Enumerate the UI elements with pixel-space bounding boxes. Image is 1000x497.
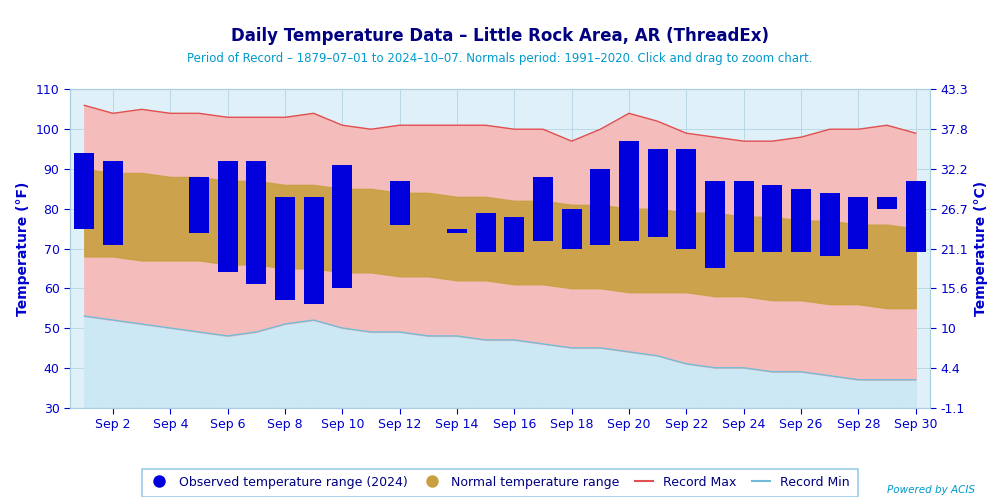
Bar	[275, 197, 295, 300]
Bar	[476, 213, 496, 252]
Y-axis label: Temperature (°C): Temperature (°C)	[974, 181, 988, 316]
Text: Daily Temperature Data – Little Rock Area, AR (ThreadEx): Daily Temperature Data – Little Rock Are…	[231, 27, 769, 45]
Bar	[189, 177, 209, 233]
Bar	[218, 161, 238, 272]
Bar	[590, 169, 610, 245]
Bar	[791, 189, 811, 252]
Bar	[562, 209, 582, 248]
Legend: Observed temperature range (2024), Normal temperature range, Record Max, Record : Observed temperature range (2024), Norma…	[142, 469, 858, 497]
Bar	[533, 177, 553, 241]
Bar	[820, 193, 840, 256]
Bar	[74, 153, 94, 229]
Bar	[762, 185, 782, 252]
Bar	[676, 149, 696, 248]
Bar	[304, 197, 324, 304]
Text: Powered by ACIS: Powered by ACIS	[887, 485, 975, 495]
Bar	[734, 181, 754, 252]
Bar	[103, 161, 123, 245]
Bar	[619, 141, 639, 241]
Bar	[848, 197, 868, 248]
Bar	[648, 149, 668, 237]
Bar	[390, 181, 410, 225]
Y-axis label: Temperature (°F): Temperature (°F)	[16, 181, 30, 316]
Bar	[447, 229, 467, 233]
Bar	[705, 181, 725, 268]
Bar	[332, 165, 352, 288]
Bar	[877, 197, 897, 209]
Title: Period of Record – 1879–07–01 to 2024–10–07. Normals period: 1991–2020. Click an: Period of Record – 1879–07–01 to 2024–10…	[187, 52, 813, 65]
Bar	[246, 161, 266, 284]
Bar	[906, 181, 926, 252]
Bar	[504, 217, 524, 252]
